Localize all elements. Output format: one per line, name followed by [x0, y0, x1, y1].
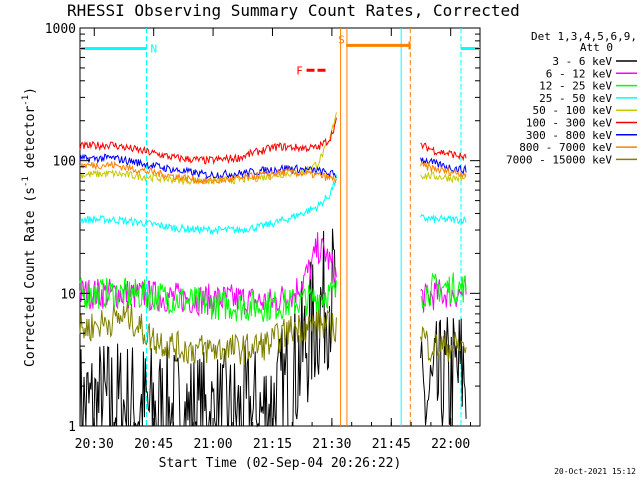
legend-label-0: 3 - 6 keV [552, 55, 612, 68]
y-label-main: Corrected Count Rate (s [23, 187, 38, 367]
series-line-8-0 [79, 300, 337, 366]
y-label-mid: detector [23, 106, 38, 177]
series-line-8-1 [420, 325, 467, 363]
y-tick-label-1: 10 [60, 287, 76, 302]
y-label-sup1: -1 [21, 176, 31, 187]
y-tick-label-2: 100 [53, 155, 76, 170]
legend-label-5: 100 - 300 keV [526, 117, 612, 130]
series-line-4-1 [420, 170, 467, 184]
series-line-7-1 [420, 161, 467, 179]
x-tick-label-2: 21:00 [193, 437, 232, 452]
series-line-2-1 [420, 272, 467, 310]
series-line-2-0 [79, 277, 337, 322]
series-line-5-1 [420, 142, 467, 162]
legend-label-3: 25 - 50 keV [539, 92, 612, 105]
x-tick-label-0: 20:30 [75, 437, 114, 452]
y-tick-label-0: 1 [68, 420, 76, 435]
series-line-5-0 [79, 117, 337, 165]
series-line-0-0 [79, 228, 336, 428]
y-tick-label-3: 1000 [45, 22, 76, 37]
legend-label-8: 7000 - 15000 keV [506, 153, 612, 166]
series-line-3-0 [79, 174, 337, 236]
x-tick-label-1: 20:45 [134, 437, 173, 452]
flag-layer: N S F [80, 33, 480, 77]
legend-label-2: 12 - 25 keV [539, 80, 612, 93]
x-tick-label-5: 21:45 [372, 437, 411, 452]
plot-area: N S F 20:30 20:45 21:00 21:15 21:30 21:45 22:00 1… [45, 22, 481, 452]
flag-label-S: S [338, 33, 345, 46]
y-label-sup2: -1 [21, 95, 31, 106]
plot-frame [79, 27, 481, 427]
y-axis-label: Corrected Count Rate (s-1 detector-1) [21, 87, 38, 367]
x-tick-label-4: 21:30 [312, 437, 351, 452]
series-line-3-1 [420, 213, 467, 225]
y-label-end: ) [23, 87, 38, 95]
series-line-7-0 [79, 160, 337, 185]
series-layer [79, 112, 467, 428]
legend-header-line1: Det 1,3,4,5,6,9, [531, 30, 637, 43]
x-axis-label: Start Time (02-Sep-04 20:26:22) [159, 456, 402, 471]
series-line-0-1 [420, 317, 467, 427]
legend-label-4: 50 - 100 keV [533, 104, 613, 117]
flag-label-F: F [296, 64, 303, 77]
gap-lines [146, 28, 462, 426]
flag-label-N: N [150, 43, 157, 56]
tick-layer: 20:30 20:45 21:00 21:15 21:30 21:45 22:00 1 10 10… [45, 22, 480, 452]
legend-header-line2: Att 0 [580, 41, 613, 54]
x-tick-label-6: 22:00 [431, 437, 470, 452]
legend-label-1: 6 - 12 keV [546, 67, 613, 80]
legend-label-6: 300 - 800 keV [526, 129, 612, 142]
x-tick-label-3: 21:15 [253, 437, 292, 452]
legend-label-7: 800 - 7000 keV [519, 141, 612, 154]
chart-title: RHESSI Observing Summary Count Rates, Co… [67, 1, 520, 20]
generation-timestamp: 20-Oct-2021 15:12 [554, 467, 636, 476]
